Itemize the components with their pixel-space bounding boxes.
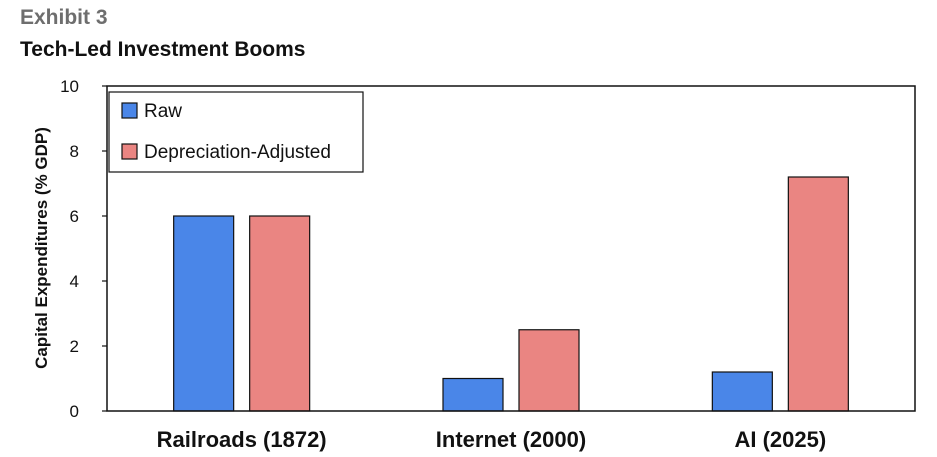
y-tick-label: 4	[70, 272, 79, 291]
x-category-label: Internet (2000)	[436, 427, 586, 452]
bar-depreciation-adjusted	[249, 215, 311, 412]
y-tick-label: 8	[70, 142, 79, 161]
y-tick-label: 0	[70, 402, 79, 421]
legend-swatch	[121, 102, 138, 119]
bar-raw	[442, 377, 504, 412]
bars-group	[173, 176, 849, 412]
legend-box	[108, 91, 364, 173]
legend-swatch	[121, 143, 138, 160]
y-tick-label: 2	[70, 337, 79, 356]
plot-frame	[106, 85, 916, 412]
bar-depreciation-adjusted	[787, 176, 849, 412]
exhibit-label: Exhibit 3	[20, 6, 108, 29]
y-tick-labels: 0 2 4 6 8 10	[60, 77, 107, 421]
legend: Raw Depreciation-Adjusted	[108, 91, 364, 173]
bar-depreciation-adjusted	[518, 329, 580, 412]
x-category-labels: Railroads (1872) Internet (2000) AI (2025)	[157, 427, 827, 452]
y-tick-label: 6	[70, 207, 79, 226]
y-tick-label: 10	[60, 77, 79, 96]
y-axis-label: Capital Expenditures (% GDP)	[32, 127, 51, 369]
bar-raw	[173, 215, 235, 412]
legend-label: Raw	[144, 101, 182, 122]
legend-label: Depreciation-Adjusted	[144, 142, 331, 163]
bar-raw	[711, 371, 773, 412]
x-category-label: AI (2025)	[734, 427, 826, 452]
x-category-label: Railroads (1872)	[157, 427, 327, 452]
chart-title: Tech-Led Investment Booms	[20, 38, 306, 61]
